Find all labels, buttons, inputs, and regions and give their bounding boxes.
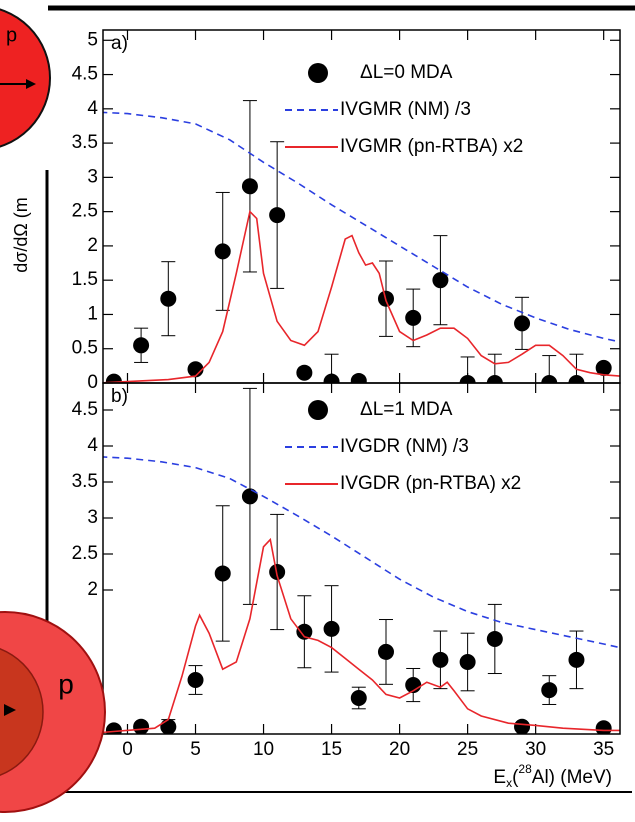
y-tick-label: 2.5 (72, 543, 98, 564)
y-tick-label: 3.5 (72, 132, 98, 153)
plots: 0 0.5 1 1.5 2 2.5 3 3.5 4 4.5 5 ΔL=0 MDA IVGMR (NM) … (72, 29, 621, 790)
data-point (568, 375, 585, 383)
curve (103, 537, 620, 734)
y-axis-label: dσ/dΩ (m (11, 197, 31, 273)
data-point (514, 315, 531, 332)
y-tick-label: 1.5 (72, 269, 98, 290)
curve (103, 209, 620, 383)
data-point (269, 207, 286, 224)
x-tick-label: 25 (457, 739, 478, 760)
data-point (214, 243, 231, 260)
panel-label: a) (111, 33, 128, 54)
x-axis-label: Ex(28Al) (MeV) (493, 762, 612, 790)
data-point (133, 718, 150, 734)
x-axis-label-part: ( (512, 767, 519, 788)
y-tick-label: 1 (87, 303, 98, 324)
legend-label: ΔL=0 MDA (360, 62, 453, 83)
plot-area (103, 100, 620, 383)
legend-label: ΔL=1 MDA (360, 399, 453, 420)
data-point (350, 690, 367, 706)
arrow-head (4, 704, 16, 716)
y-tick-label: 4 (87, 435, 98, 456)
data-point (187, 361, 204, 378)
legend-label: IVGMR (NM) /3 (340, 99, 471, 120)
data-point (459, 654, 476, 670)
y-tick-label: 2 (87, 235, 98, 256)
legend-label: IVGMR (pn-RTBA) x2 (340, 136, 523, 157)
data-point (296, 623, 313, 640)
legend-label: IVGDR (NM) /3 (340, 436, 469, 457)
data-point (541, 375, 558, 383)
axes-frame (102, 382, 621, 735)
x-tick-label: 35 (593, 739, 614, 760)
curve (103, 111, 620, 343)
nucleus-inner (0, 647, 44, 777)
y-tick-label: 4 (87, 98, 98, 119)
data-point (160, 718, 177, 734)
nucleus (0, 8, 51, 148)
data-point (541, 682, 558, 699)
x-tick-label: 5 (190, 739, 201, 760)
data-point (133, 337, 150, 354)
data-point (432, 272, 449, 289)
y-tick-label: 2 (87, 579, 98, 600)
data-point (486, 375, 503, 383)
plot-area (103, 387, 620, 734)
legend-marker (308, 63, 328, 83)
data-point (405, 309, 422, 326)
x-axis-label-part: x (506, 776, 512, 790)
data-point (377, 643, 394, 660)
y-tick-label: 0.5 (72, 338, 98, 359)
x-tick-label: 30 (525, 739, 546, 760)
overlay-label: p (6, 24, 17, 46)
data-point (514, 718, 531, 734)
x-tick-label: 20 (389, 739, 410, 760)
data-point (105, 373, 122, 383)
x-axis-label-part: E (493, 767, 506, 788)
data-point (595, 359, 612, 376)
data-point (323, 620, 340, 637)
panel-label: b) (111, 386, 128, 407)
overlay-bottom: p (0, 611, 106, 813)
nucleus-outer (0, 611, 106, 813)
data-point (486, 630, 503, 647)
y-tick-label: 3 (87, 166, 98, 187)
x-axis-label-part: Al) (MeV) (532, 767, 612, 788)
x-axis-label-part: 28 (518, 762, 532, 776)
data-point (350, 372, 367, 383)
data-point (160, 290, 177, 307)
y-tick-label: 4.5 (72, 64, 98, 85)
data-point (187, 672, 204, 688)
y-tick-label: 2.5 (72, 201, 98, 222)
data-point (323, 373, 340, 383)
data-point (459, 375, 476, 383)
legend-marker (308, 400, 328, 420)
data-point (241, 178, 258, 195)
y-tick-label: 4.5 (72, 399, 98, 420)
overlay-label: p (58, 668, 74, 699)
arrow-head (26, 79, 36, 89)
y-tick-label: 5 (87, 29, 98, 50)
x-tick-label: 0 (122, 739, 133, 760)
data-point (296, 364, 313, 381)
data-point (432, 651, 449, 668)
x-tick-label: 15 (321, 739, 342, 760)
data-point (214, 565, 231, 582)
x-tick-label: 10 (253, 739, 274, 760)
legend-label: IVGDR (pn-RTBA) x2 (340, 473, 521, 494)
data-point (568, 651, 585, 668)
y-tick-label: 3 (87, 507, 98, 528)
overlay-top: p (0, 8, 51, 148)
y-tick-label: 3.5 (72, 471, 98, 492)
data-point (241, 488, 258, 505)
y-tick-label: 0 (87, 372, 98, 393)
curve (103, 456, 620, 649)
